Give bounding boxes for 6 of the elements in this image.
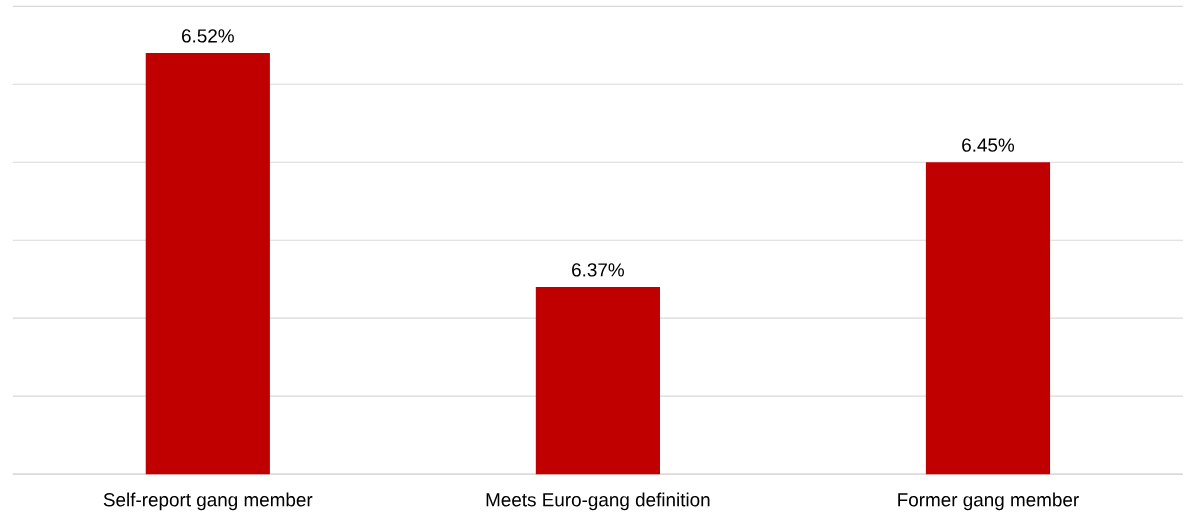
data-label: 6.37% xyxy=(572,263,624,277)
x-tick-label: Former gang member xyxy=(898,492,1079,511)
data-label: 6.52% xyxy=(182,29,234,43)
x-tick-label: Self-report gang member xyxy=(103,492,313,511)
x-tick-label: Meets Euro-gang definition xyxy=(486,492,710,511)
data-label: 6.45% xyxy=(962,138,1015,152)
